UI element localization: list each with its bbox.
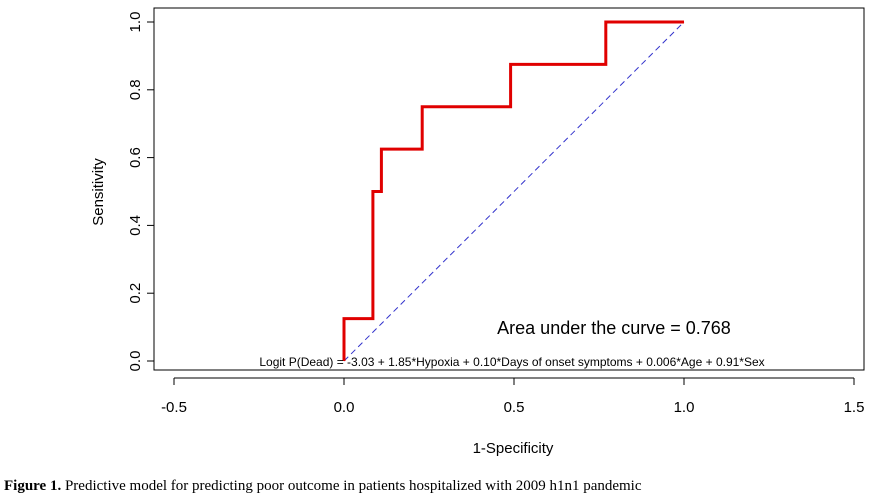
y-tick-label: 1.0 [127,12,144,33]
plot-frame [153,7,865,371]
x-axis: -0.5 0.0 0.5 1.0 1.5 [161,377,865,416]
y-tick-label: 0.6 [127,147,144,168]
y-tick-label: 0.4 [127,215,144,236]
x-tick-label: 0.5 [504,399,525,416]
y-tick-label: 0.8 [127,79,144,100]
x-tick-label: 0.0 [334,399,355,416]
caption-label: Figure 1. [4,478,62,494]
caption-text: Predictive model for predicting poor out… [61,478,642,494]
formula-annotation: Logit P(Dead) = -3.03 + 1.85*Hypoxia + 0… [259,355,764,369]
figure-caption: Figure 1. Predictive model for predictin… [4,478,866,495]
x-tick-label: 1.0 [674,399,695,416]
y-tick-label: 0.0 [127,351,144,372]
y-axis: 0.0 0.2 0.4 0.6 0.8 1.0 [127,12,155,372]
x-tick-label: -0.5 [161,399,187,416]
reference-diagonal-line [343,21,685,362]
roc-curve-line [342,20,684,361]
y-axis-title: Sensitivity [90,158,107,226]
y-tick-label: 0.2 [127,283,144,304]
x-tick-label: 1.5 [844,399,865,416]
roc-chart: -0.5 0.0 0.5 1.0 1.5 0.0 0.2 0.4 0.6 0.8 1.0 Area… [90,7,865,457]
auc-annotation: Area under the curve = 0.768 [497,318,731,338]
x-axis-title: 1-Specificity [473,440,554,457]
